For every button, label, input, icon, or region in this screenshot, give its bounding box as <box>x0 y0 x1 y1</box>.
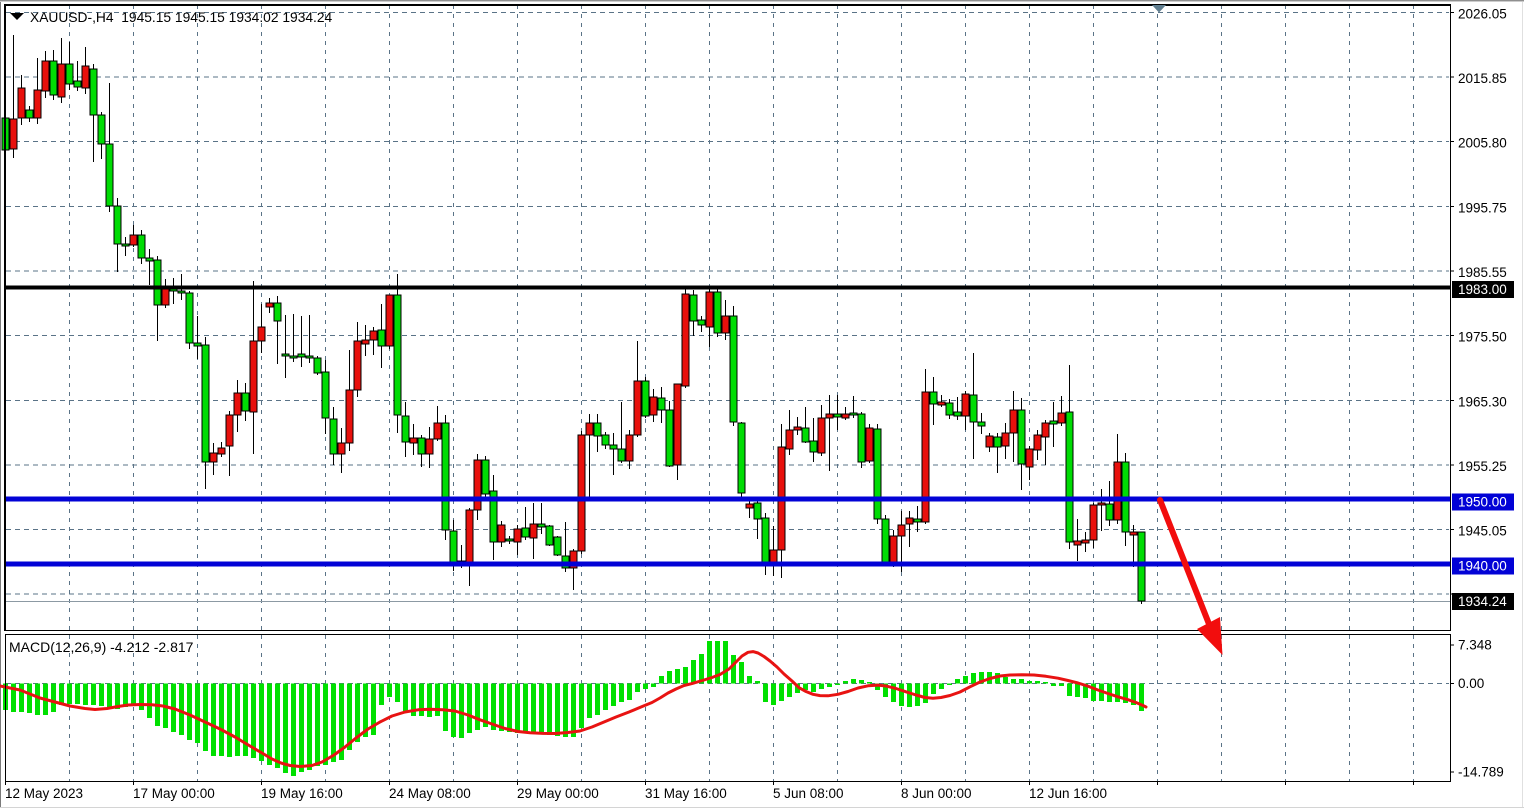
svg-text:19 May 16:00: 19 May 16:00 <box>261 786 343 801</box>
svg-text:1965.30: 1965.30 <box>1458 394 1507 409</box>
svg-text:1975.50: 1975.50 <box>1458 330 1507 345</box>
svg-text:7.348: 7.348 <box>1458 638 1492 653</box>
svg-text:2015.85: 2015.85 <box>1458 71 1507 86</box>
svg-text:24 May 08:00: 24 May 08:00 <box>389 786 471 801</box>
svg-text:1995.75: 1995.75 <box>1458 200 1507 215</box>
svg-text:31 May 16:00: 31 May 16:00 <box>645 786 727 801</box>
svg-text:1940.00: 1940.00 <box>1458 559 1507 574</box>
svg-text:1983.00: 1983.00 <box>1458 282 1507 297</box>
svg-text:12 May 2023: 12 May 2023 <box>5 786 83 801</box>
svg-text:XAUUSD-,H4 1945.15 1945.15 19: XAUUSD-,H4 1945.15 1945.15 1934.02 1934.… <box>30 10 333 25</box>
svg-text:-14.789: -14.789 <box>1458 765 1504 780</box>
svg-text:5 Jun 08:00: 5 Jun 08:00 <box>773 786 844 801</box>
svg-text:1945.05: 1945.05 <box>1458 524 1507 539</box>
svg-text:1950.00: 1950.00 <box>1458 495 1507 510</box>
svg-text:1955.25: 1955.25 <box>1458 459 1507 474</box>
svg-text:1985.55: 1985.55 <box>1458 265 1507 280</box>
svg-text:12 Jun 16:00: 12 Jun 16:00 <box>1029 786 1107 801</box>
svg-text:1934.24: 1934.24 <box>1458 594 1507 609</box>
svg-text:29 May 00:00: 29 May 00:00 <box>517 786 599 801</box>
svg-text:17 May 00:00: 17 May 00:00 <box>133 786 215 801</box>
svg-text:8 Jun 00:00: 8 Jun 00:00 <box>901 786 972 801</box>
svg-text:2005.80: 2005.80 <box>1458 136 1507 151</box>
svg-text:MACD(12,26,9) -4.212 -2.817: MACD(12,26,9) -4.212 -2.817 <box>9 639 194 655</box>
svg-text:2026.05: 2026.05 <box>1458 6 1507 21</box>
svg-text:0.00: 0.00 <box>1458 676 1484 691</box>
